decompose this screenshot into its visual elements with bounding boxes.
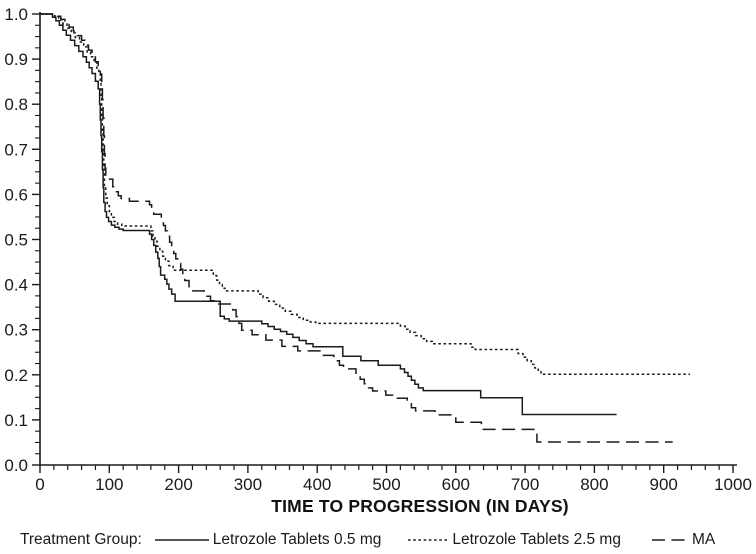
solid-line-swatch xyxy=(154,539,209,541)
x-tick-label: 400 xyxy=(303,475,331,494)
dashed-line-swatch xyxy=(651,539,688,541)
legend-item-label: Letrozole Tablets 2.5 mg xyxy=(452,531,621,548)
y-tick-label: 0.2 xyxy=(4,366,28,385)
legend-item-letrozole-2-5mg: Letrozole Tablets 2.5 mg xyxy=(407,531,621,549)
y-tick-label: 0.7 xyxy=(4,140,28,159)
y-tick-label: 0.5 xyxy=(4,231,28,250)
legend-item-ma: MA xyxy=(651,531,715,549)
survival-curves xyxy=(40,13,690,443)
dotted-line-swatch xyxy=(408,539,449,541)
x-tick-label: 900 xyxy=(650,475,678,494)
x-tick-label: 200 xyxy=(164,475,192,494)
legend-item-label: MA xyxy=(691,531,716,548)
axes: 0 100 200 300 400 500 600 700 800 900 1000 0.0 0.1 0.… xyxy=(4,5,752,494)
curve-solid xyxy=(40,13,617,416)
y-tick-label: 0.6 xyxy=(4,185,28,204)
x-tick-label: 800 xyxy=(580,475,608,494)
y-tick-label: 0.1 xyxy=(4,411,28,430)
y-tick-label: 0.4 xyxy=(4,276,28,295)
x-tick-label: 500 xyxy=(372,475,400,494)
y-tick-label: 0.9 xyxy=(4,50,28,69)
y-tick-label: 1.0 xyxy=(4,5,28,24)
x-tick-label: 0 xyxy=(35,475,44,494)
x-tick-label: 300 xyxy=(234,475,262,494)
x-tick-label: 100 xyxy=(95,475,123,494)
y-tick-label: 0.8 xyxy=(4,95,28,114)
legend-title: Treatment Group: xyxy=(20,531,142,548)
legend-item-letrozole-0-5mg: Letrozole Tablets 0.5 mg xyxy=(142,531,382,549)
y-tick-label: 0.3 xyxy=(4,321,28,340)
x-axis-title: TIME TO PROGRESSION (IN DAYS) xyxy=(271,496,569,516)
x-tick-label: 600 xyxy=(442,475,470,494)
x-tick-label: 1000 xyxy=(714,475,752,494)
curve-dotted xyxy=(40,13,690,376)
legend-item-label: Letrozole Tablets 0.5 mg xyxy=(212,531,382,548)
y-tick-label: 0.0 xyxy=(4,456,28,475)
legend: Treatment Group: Letrozole Tablets 0.5 m… xyxy=(20,531,715,549)
curve-dashed xyxy=(40,13,673,443)
x-tick-label: 700 xyxy=(511,475,539,494)
